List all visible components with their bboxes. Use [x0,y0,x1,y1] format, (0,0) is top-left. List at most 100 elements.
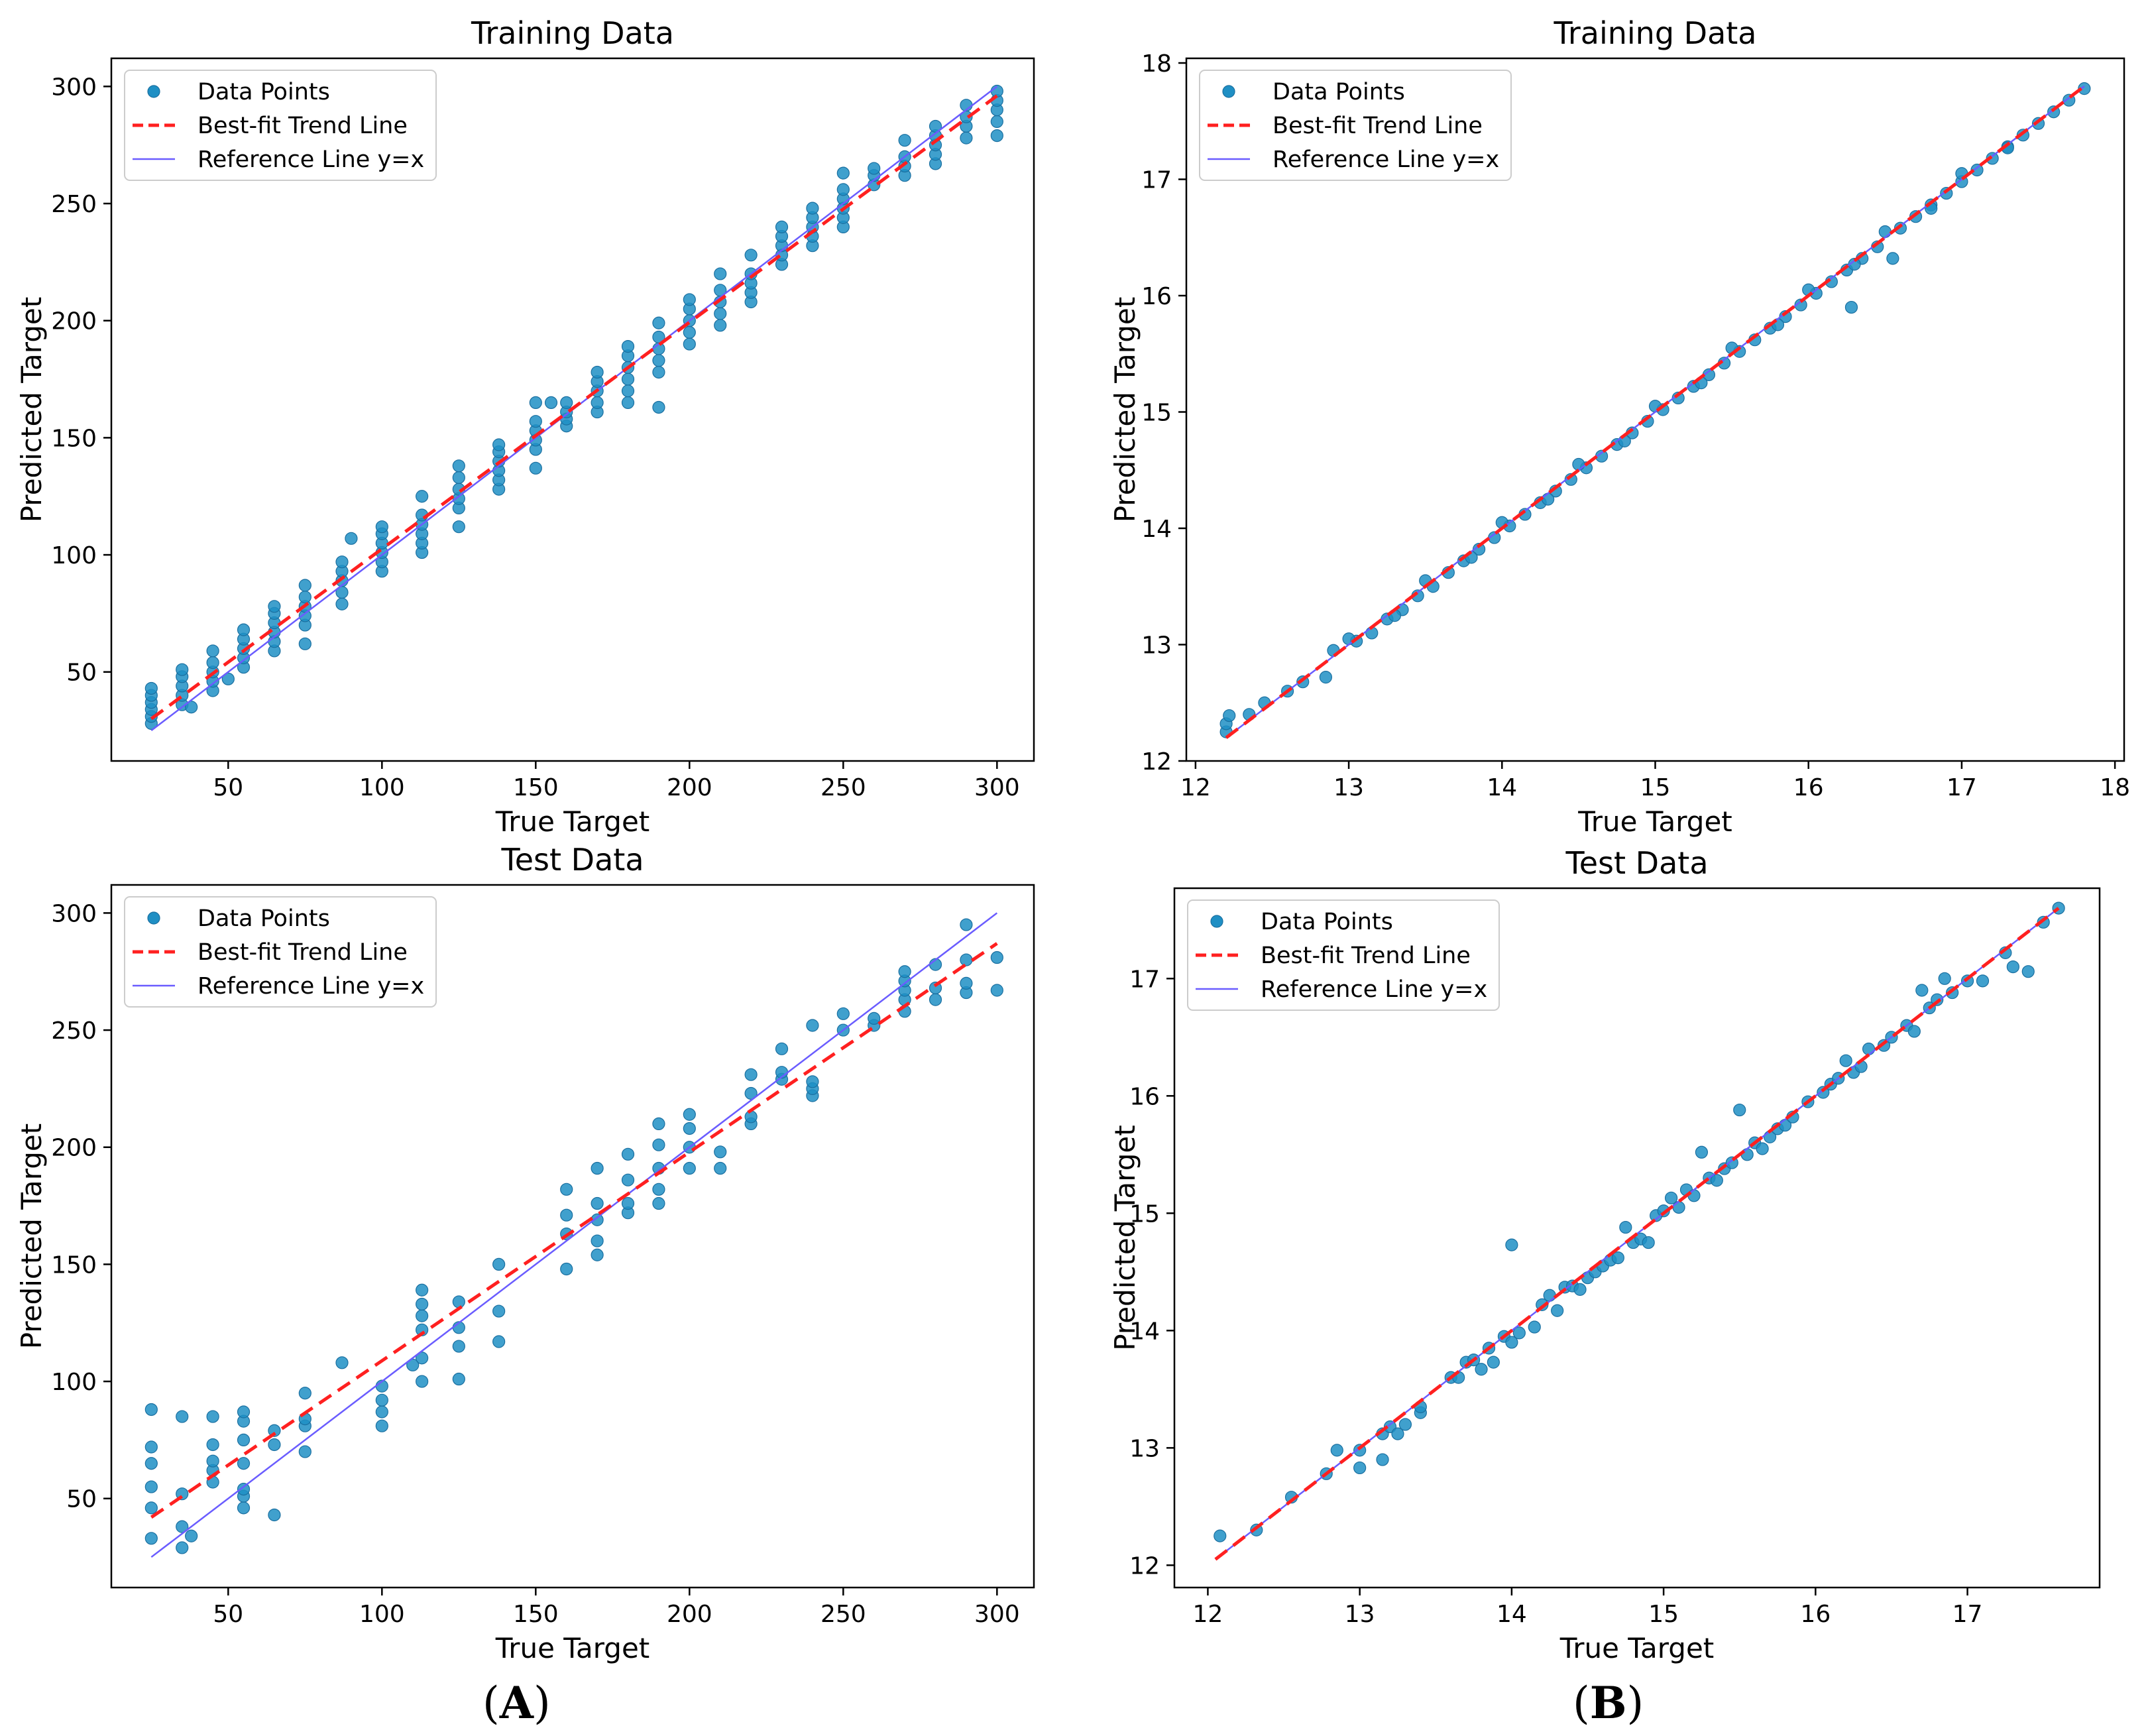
data-point [529,396,542,410]
data-point [492,438,506,451]
data-point [206,656,219,669]
legend-label: Reference Line y=x [198,973,424,1000]
data-point [1672,1200,1685,1214]
legend: Data Points Best-fit Trend Line Reference … [124,70,437,181]
legend-label: Reference Line y=x [1272,146,1499,173]
x-tick-label: 250 [820,1601,866,1628]
y-tick-label: 13 [1141,632,1172,660]
chart-1: Training Data 50 100 150 200 250 300 50 100 150 20… [15,15,1035,838]
data-point [375,520,388,534]
trend-line [150,94,998,721]
x-tick-label: 15 [1648,1601,1679,1628]
data-point [868,162,881,175]
x-tick-label: 14 [1497,1601,1527,1628]
data-point [898,134,911,147]
data-point [492,1335,506,1348]
data-point [960,918,973,931]
legend-box [124,70,437,181]
data-point [868,1012,881,1025]
chart-2: Training Data 12 13 14 15 16 17 18 12 13 14 15 16 17 1… [1109,15,2130,838]
data-point [898,965,911,978]
data-point [621,1147,635,1161]
trend-line [1214,907,2060,1561]
data-point [652,1196,665,1210]
data-point [1986,152,1999,165]
panel-label-a: (A) [482,1677,551,1729]
data-point [714,307,727,320]
data-point [652,354,665,367]
x-tick-label: 14 [1487,774,1517,801]
data-point [416,1297,429,1311]
data-point [1542,492,1555,506]
data-point [1551,1304,1564,1317]
x-tick-label: 150 [513,774,559,801]
x-tick-label: 150 [513,1601,559,1628]
data-point [683,337,696,351]
x-axis-label: True Target [1559,1632,1715,1664]
data-point [621,339,635,353]
legend-label: Data Points [198,905,330,932]
data-point [237,1433,251,1446]
y-tick-label: 14 [1129,1318,1160,1345]
data-point [775,220,789,233]
data-point [237,1483,251,1496]
x-tick-label: 200 [667,1601,712,1628]
data-point [298,591,311,604]
data-point [714,284,727,297]
data-point [1376,1453,1389,1466]
legend-label: Best-fit Trend Line [1261,943,1471,969]
data-point [1862,1042,1876,1056]
data-point [237,623,251,636]
data-point [836,166,850,180]
data-point [683,1122,696,1135]
data-point [560,396,573,410]
data-point [591,1248,604,1261]
y-tick-label: 12 [1141,748,1172,776]
data-point [1642,1236,1655,1249]
data-point [652,365,665,379]
data-point [452,1295,465,1308]
data-point [176,1541,189,1554]
data-point [144,681,158,695]
data-point [1398,1418,1412,1431]
data-point [591,1161,604,1175]
y-tick-label: 250 [51,1017,97,1045]
data-point [744,1068,758,1081]
chart-3: Test Data 50 100 150 200 250 300 50 100 150 200 250… [15,842,1035,1664]
data-point [268,1438,281,1452]
data-point [1319,671,1333,684]
data-point [268,600,281,613]
data-point [237,1457,251,1470]
legend-box [1187,899,1500,1011]
data-point [452,520,465,534]
y-tick-label: 300 [51,74,97,101]
data-point [298,637,311,650]
data-point [206,1438,219,1452]
data-point [1543,1289,1556,1302]
legend-label: Best-fit Trend Line [198,939,408,966]
y-tick-label: 15 [1129,1200,1160,1228]
data-point [744,1110,758,1124]
plot-frame [110,57,1035,762]
data-point [492,1304,506,1318]
data-point [416,490,429,503]
data-point [560,1183,573,1196]
x-tick-label: 17 [1952,1601,1983,1628]
x-tick-label: 16 [1800,1601,1831,1628]
data-point [652,1183,665,1196]
y-tick-label: 12 [1129,1552,1160,1580]
data-point [2078,82,2091,95]
x-tick-label: 15 [1640,774,1671,801]
data-point [144,1532,158,1545]
data-point [144,1457,158,1470]
data-point [929,993,942,1006]
data-point [714,1161,727,1175]
x-tick-label: 250 [820,774,866,801]
data-point [1619,1220,1632,1234]
data-point [1487,1356,1500,1369]
data-point [221,672,235,685]
data-point [652,1138,665,1151]
data-point [1733,1103,1746,1117]
data-point [1475,1363,1488,1376]
data-point [1907,1025,1921,1038]
